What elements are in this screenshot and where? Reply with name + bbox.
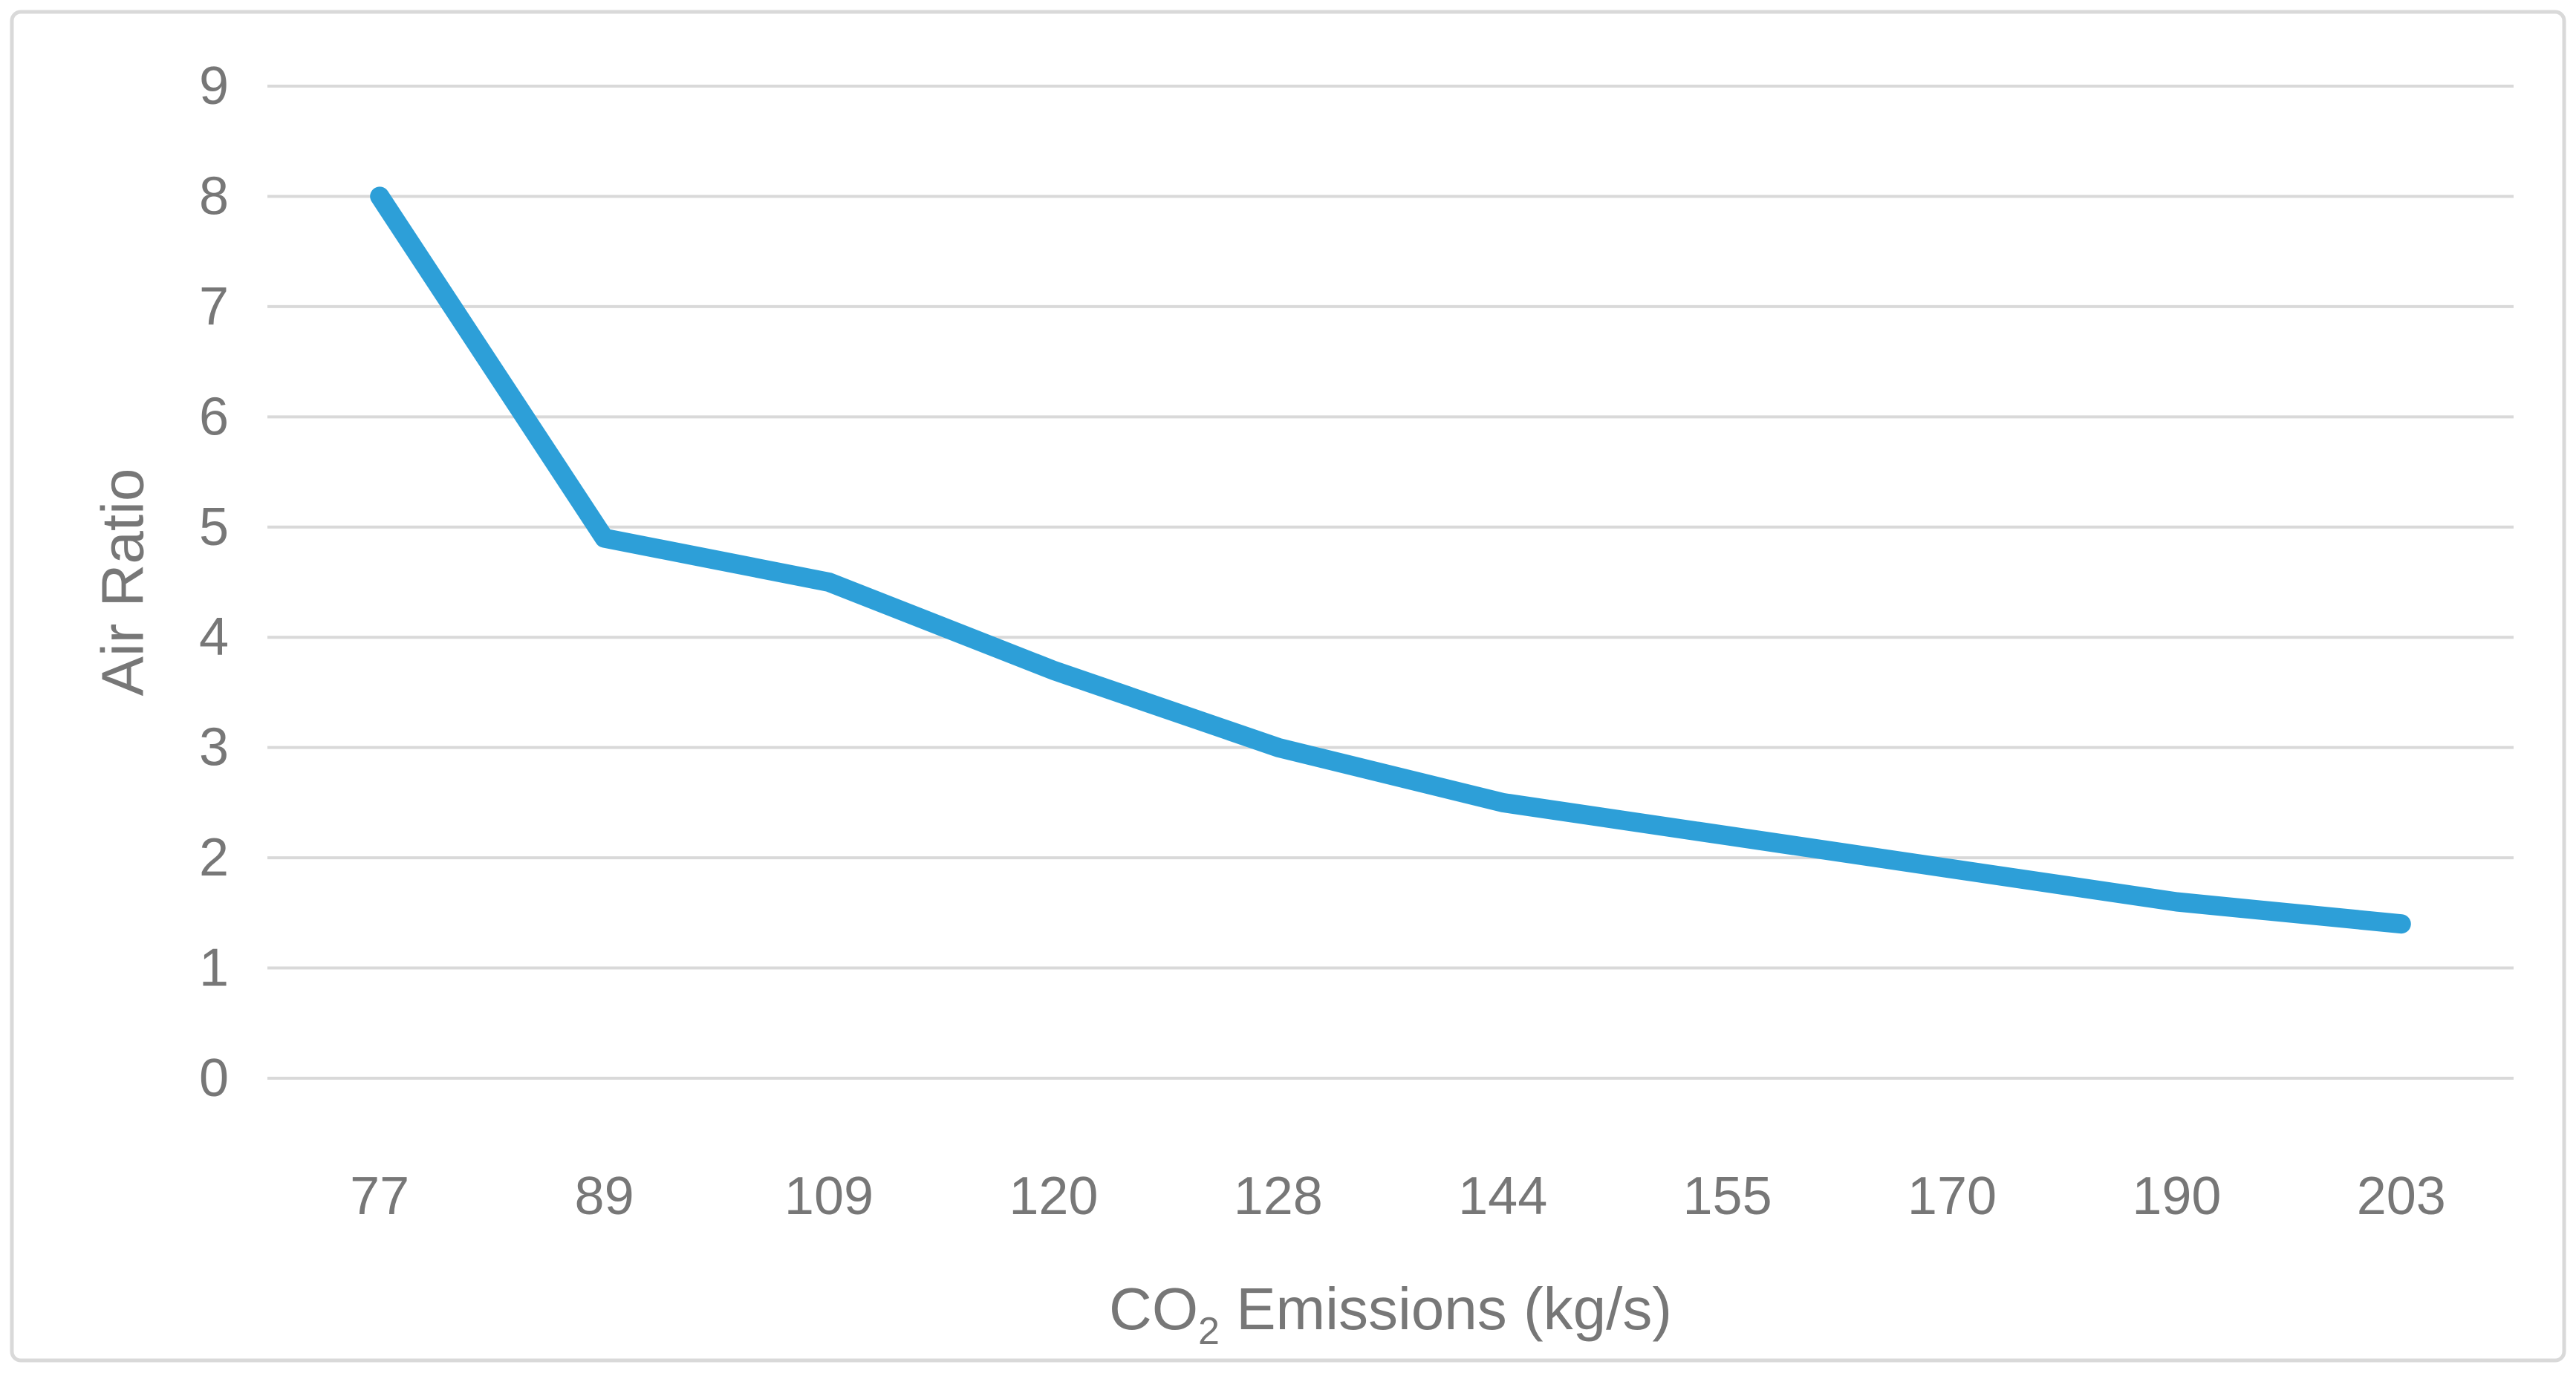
y-tick-label: 5: [199, 498, 229, 557]
x-axis-tick-labels: 77 89 109 120 128 144 155 170 190 203: [350, 1167, 2446, 1226]
y-tick-label: 9: [199, 56, 229, 116]
x-tick-label: 128: [1234, 1167, 1323, 1226]
x-tick-label: 120: [1009, 1167, 1098, 1226]
y-tick-label: 0: [199, 1049, 229, 1108]
series-line: [370, 186, 2411, 934]
x-tick-label: 190: [2132, 1167, 2221, 1226]
y-tick-label: 6: [199, 387, 229, 446]
x-axis-title-suffix: Emissions (kg/s): [1220, 1276, 1672, 1342]
x-tick-label: 77: [350, 1167, 409, 1226]
x-axis-title-subscript: 2: [1198, 1310, 1220, 1353]
x-tick-label: 170: [1907, 1167, 1997, 1226]
x-tick-label: 144: [1458, 1167, 1547, 1226]
x-axis-title: CO2 Emissions (kg/s): [1109, 1276, 1672, 1353]
y-axis-tick-labels: 0 1 2 3 4 5 6 7 8 9: [199, 56, 229, 1108]
y-tick-label: 8: [199, 166, 229, 226]
y-axis-title: Air Ratio: [90, 469, 156, 697]
series-group: [370, 186, 2411, 934]
x-axis-title-prefix: CO: [1109, 1276, 1198, 1342]
x-tick-label: 109: [784, 1167, 874, 1226]
chart-border: [10, 10, 2566, 1363]
gridlines: [267, 85, 2514, 1080]
y-tick-label: 4: [199, 607, 229, 667]
y-tick-label: 7: [199, 277, 229, 336]
x-tick-label: 203: [2357, 1167, 2446, 1226]
x-tick-label: 155: [1683, 1167, 1772, 1226]
y-tick-label: 3: [199, 718, 229, 777]
x-tick-label: 89: [575, 1167, 634, 1226]
y-tick-label: 1: [199, 939, 229, 998]
y-tick-label: 2: [199, 828, 229, 887]
